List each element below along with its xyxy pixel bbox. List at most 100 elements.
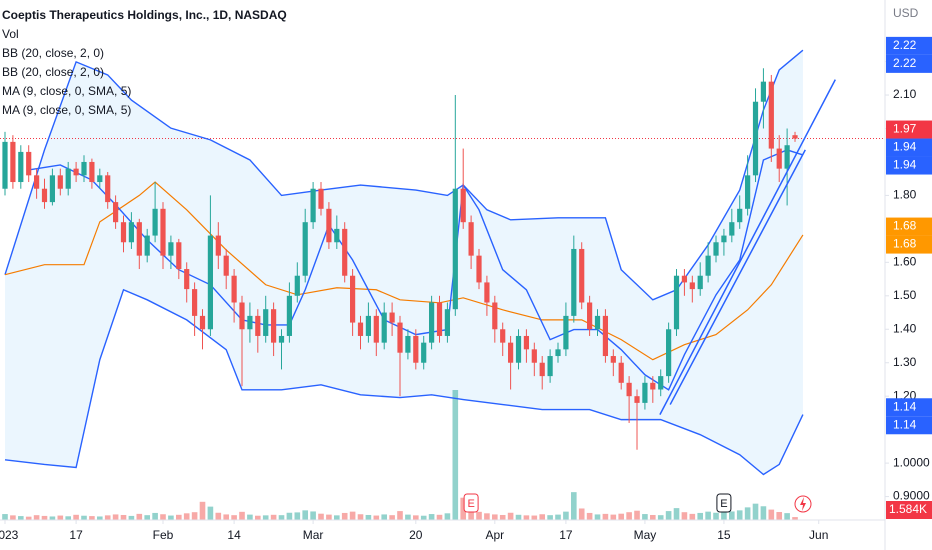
candle-body (587, 302, 593, 330)
candle-body (263, 309, 269, 336)
candle-body (476, 255, 482, 283)
volume-bar (357, 514, 364, 520)
volume-bar (89, 516, 95, 520)
y-tick-label: 1.80 (893, 188, 917, 202)
candle-body (444, 309, 451, 336)
volume-bar (397, 511, 403, 520)
volume-bar (547, 515, 553, 520)
volume-bar (160, 514, 166, 520)
volume-bar (326, 514, 332, 520)
candle-body (286, 295, 293, 336)
volume-bar (223, 514, 230, 520)
candle-body (136, 222, 142, 256)
price-badge (886, 54, 932, 73)
candle-body (326, 208, 332, 243)
volume-bar (776, 512, 783, 520)
candle-body (41, 188, 48, 203)
y-tick-label: 1.60 (893, 255, 917, 269)
volume-bar (215, 512, 222, 520)
volume-bar (191, 512, 198, 520)
candle-body (2, 141, 8, 189)
volume-bar (539, 514, 546, 520)
volume-bar (420, 515, 427, 520)
x-tick-label: 17 (559, 528, 573, 542)
y-tick-label: 2.10 (893, 87, 917, 101)
volume-bar (634, 510, 640, 520)
candle-body (594, 315, 601, 330)
candle-body (160, 208, 166, 256)
candle-body (468, 222, 474, 256)
candle-body (18, 151, 24, 183)
candle-body (168, 242, 174, 256)
price-badge (886, 36, 932, 55)
price-badge (886, 235, 932, 254)
candle-body (176, 242, 182, 270)
volume-bar (531, 515, 538, 520)
candle-body (429, 302, 435, 343)
candle-body (357, 322, 364, 336)
volume-bar (65, 516, 72, 520)
volume-bar (523, 515, 530, 520)
candle-body (610, 356, 616, 363)
candle-body (658, 376, 664, 390)
candle-body (602, 315, 609, 357)
candle-body (697, 275, 703, 290)
candle-body (571, 248, 577, 316)
trend-line (669, 149, 806, 405)
volume-bar (578, 508, 585, 520)
candle-body (318, 188, 324, 209)
candle-body (152, 208, 158, 236)
chart-title: Coeptis Therapeutics Holdings, Inc., 1D,… (2, 8, 287, 22)
volume-bar (468, 510, 474, 520)
candle-body (334, 228, 340, 243)
volume-bar (373, 515, 380, 520)
plot-area (0, 49, 885, 520)
event-label: E (467, 498, 474, 510)
y-tick-label: 0.9000 (893, 489, 930, 503)
candle-body (689, 282, 695, 290)
volume-bar (262, 515, 269, 520)
volume-bar (334, 515, 340, 520)
volume-bar (499, 514, 506, 520)
volume-bar (650, 514, 656, 520)
candle-body (666, 329, 672, 377)
x-tick-label: Feb (153, 528, 174, 542)
volume-bar (436, 514, 443, 520)
x-tick-label: 14 (227, 528, 241, 542)
price-badge (886, 398, 932, 417)
volume-bar (760, 506, 767, 520)
volume-bar (515, 514, 522, 520)
volume-bar (104, 515, 111, 520)
candle-body (105, 175, 111, 203)
volume-bar (310, 511, 316, 520)
news-icon-bolt (800, 497, 806, 511)
volume-bar (476, 511, 482, 520)
volume-bar (381, 514, 388, 520)
volume-bar (618, 513, 625, 520)
volume-bar (555, 514, 561, 520)
candle-body (350, 275, 356, 323)
volume-bar (563, 511, 569, 520)
volume-bar (602, 513, 609, 520)
candle-body (563, 315, 569, 350)
candle-body (484, 282, 490, 303)
volume-badge-label: 1.584K (889, 502, 927, 516)
volume-bar (744, 507, 751, 520)
candle-body (729, 222, 735, 236)
candle-body (460, 188, 466, 223)
candle-body (492, 302, 498, 330)
volume-bar (302, 510, 309, 520)
candle-body (642, 382, 648, 403)
candle-body (539, 362, 545, 377)
volume-bar (460, 497, 467, 520)
candle-body (128, 222, 135, 243)
candle-body (792, 135, 798, 139)
candle-body (34, 175, 40, 189)
volume-bar (168, 515, 174, 520)
x-tick-label: Apr (485, 528, 504, 542)
volume-bar (768, 509, 775, 520)
volume-bar (705, 511, 711, 520)
legend-entry: MA (9, close, 0, SMA, 5) (2, 84, 131, 98)
